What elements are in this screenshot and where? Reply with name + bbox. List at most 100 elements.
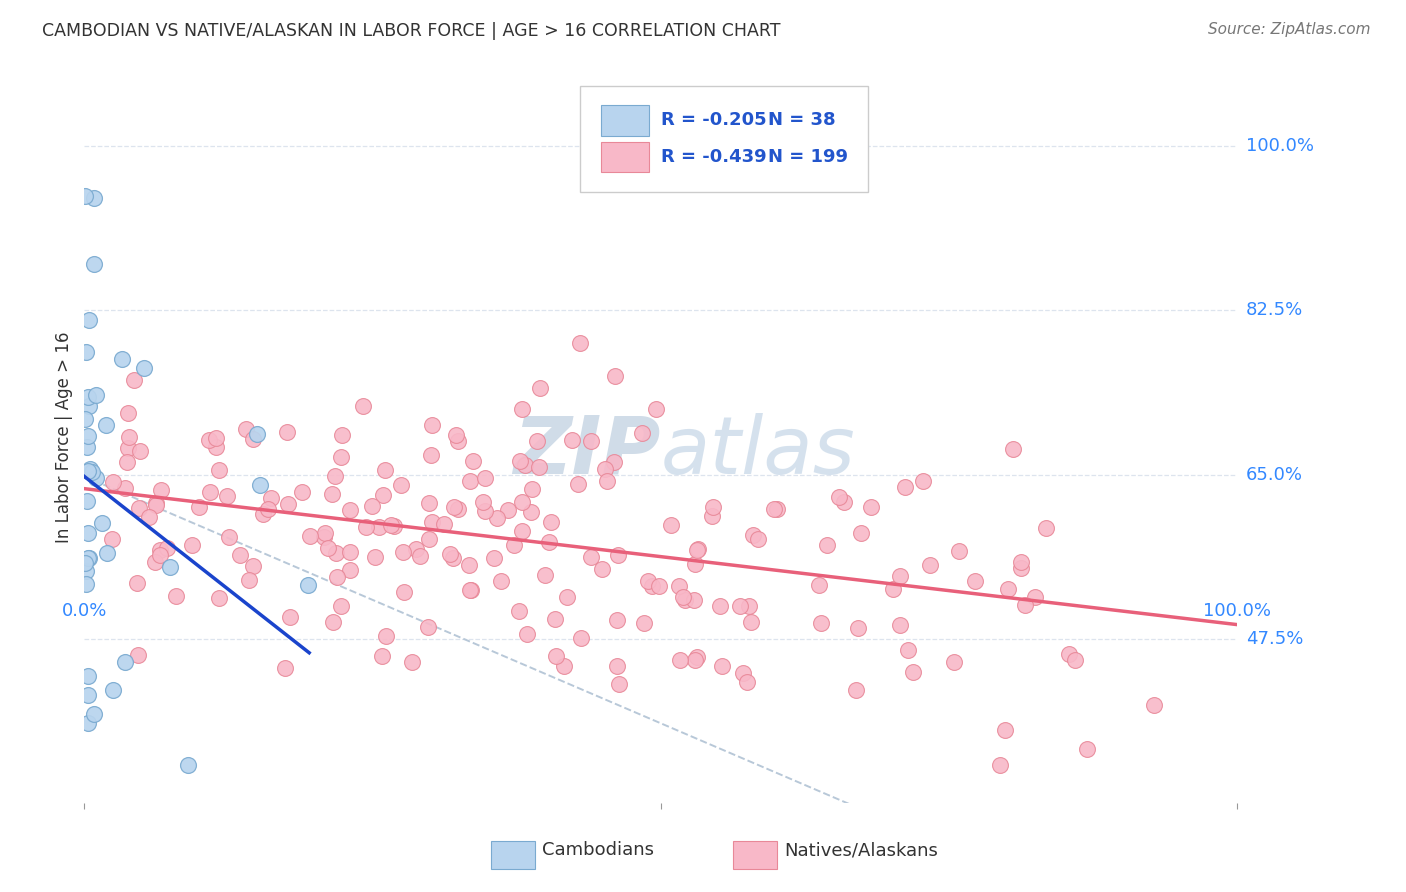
Point — [1143, 698, 1166, 712]
Point — [79, 313, 101, 327]
Point — [458, 583, 481, 598]
Point — [903, 665, 925, 679]
Point — [474, 504, 496, 518]
Point — [364, 550, 387, 565]
Point — [156, 541, 179, 555]
Point — [277, 497, 299, 511]
Point — [76, 429, 98, 443]
Point — [710, 658, 733, 673]
Point — [409, 549, 432, 563]
Point — [420, 448, 443, 462]
Point — [188, 500, 211, 515]
Point — [731, 665, 754, 680]
Point — [686, 542, 709, 557]
Point — [325, 570, 347, 584]
Point — [125, 575, 148, 590]
Point — [630, 425, 652, 440]
Text: R = -0.205: R = -0.205 — [661, 112, 766, 129]
Point — [257, 501, 280, 516]
Point — [557, 590, 579, 604]
Point — [330, 427, 353, 442]
Point — [965, 574, 987, 588]
Point — [553, 658, 575, 673]
Point — [375, 629, 398, 643]
Point — [339, 563, 361, 577]
Point — [948, 544, 970, 558]
Point — [401, 655, 423, 669]
Point — [100, 532, 122, 546]
Point — [77, 551, 100, 566]
Point — [683, 653, 706, 667]
Point — [1076, 742, 1098, 756]
Point — [486, 511, 509, 525]
Point — [418, 532, 440, 546]
Point — [77, 464, 100, 478]
Point — [561, 433, 583, 447]
Point — [443, 500, 465, 514]
Point — [297, 578, 319, 592]
Point — [508, 604, 530, 618]
Point — [447, 434, 470, 448]
Point — [526, 434, 548, 448]
Point — [76, 493, 98, 508]
Point — [1014, 599, 1036, 613]
Point — [633, 616, 655, 631]
Point — [474, 470, 496, 484]
Text: 65.0%: 65.0% — [1246, 466, 1302, 483]
Point — [115, 454, 138, 468]
Point — [766, 502, 789, 516]
Point — [75, 564, 97, 578]
Point — [569, 631, 592, 645]
Point — [149, 543, 172, 558]
Point — [418, 496, 440, 510]
Point — [607, 677, 630, 691]
Point — [117, 441, 139, 455]
Text: N = 38: N = 38 — [768, 112, 835, 129]
Point — [371, 488, 394, 502]
Point — [668, 579, 690, 593]
FancyBboxPatch shape — [600, 142, 650, 172]
Point — [260, 491, 283, 505]
Point — [747, 532, 769, 546]
Point — [76, 688, 98, 702]
Point — [405, 541, 427, 556]
Point — [859, 500, 882, 515]
Point — [322, 615, 344, 630]
Point — [591, 562, 613, 576]
Point — [516, 626, 538, 640]
Point — [1010, 560, 1032, 574]
Point — [76, 669, 98, 683]
FancyBboxPatch shape — [734, 841, 778, 869]
Point — [1024, 591, 1046, 605]
Point — [76, 716, 98, 731]
Point — [534, 568, 557, 582]
Point — [83, 191, 105, 205]
Point — [815, 538, 838, 552]
Point — [544, 612, 567, 626]
Point — [354, 520, 377, 534]
Point — [685, 557, 707, 571]
Point — [198, 484, 221, 499]
Point — [382, 518, 405, 533]
Point — [129, 444, 152, 458]
Point — [84, 387, 107, 401]
Point — [114, 481, 136, 495]
Point — [593, 461, 616, 475]
Point — [242, 433, 264, 447]
Point — [990, 758, 1012, 772]
Point — [446, 428, 468, 442]
Point — [73, 412, 96, 426]
Point — [370, 648, 392, 663]
Point — [392, 545, 415, 559]
Point — [997, 582, 1019, 597]
Point — [83, 257, 105, 271]
Point — [128, 501, 150, 516]
Point — [510, 495, 533, 509]
Point — [103, 683, 124, 698]
Point — [118, 430, 141, 444]
Point — [134, 361, 156, 376]
Point — [252, 507, 274, 521]
Point — [567, 477, 589, 491]
Point — [249, 478, 271, 492]
Point — [316, 541, 339, 555]
